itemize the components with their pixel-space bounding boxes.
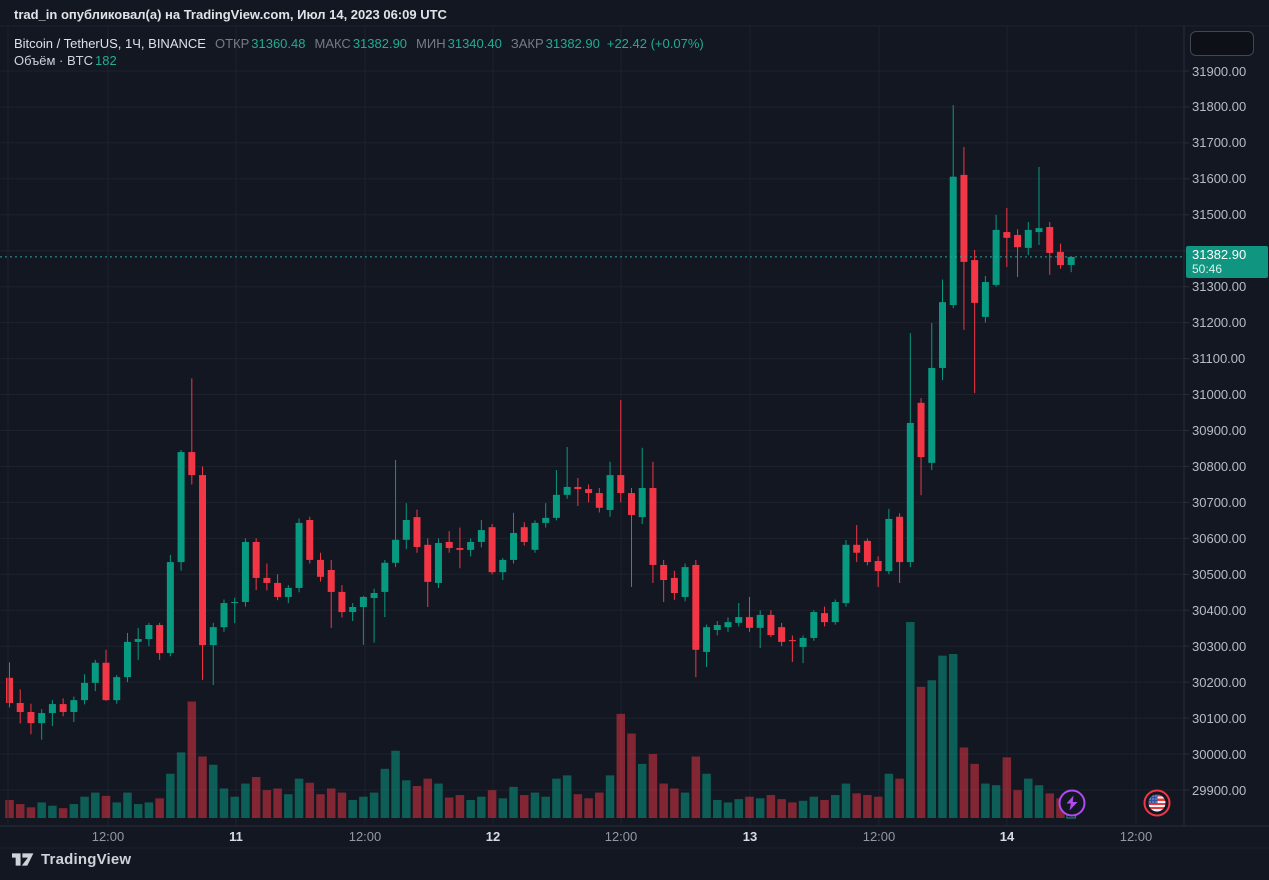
time-axis-label: 12:00 xyxy=(348,829,382,844)
price-axis-label: 31100.00 xyxy=(1192,351,1246,367)
price-axis-label: 30500.00 xyxy=(1192,566,1247,582)
price-axis-label: 30100.00 xyxy=(1192,710,1247,726)
price-axis-label: 30400.00 xyxy=(1192,602,1247,618)
price-axis-label: 30300.00 xyxy=(1192,638,1247,654)
last-price-badge: 31382.90 50:46 xyxy=(1186,246,1268,278)
tradingview-watermark[interactable]: TradingView xyxy=(12,851,131,868)
price-axis-label: 30000.00 xyxy=(1192,746,1247,762)
price-axis-label: 30900.00 xyxy=(1192,423,1247,438)
time-axis-label: 11 xyxy=(229,829,243,844)
time-axis-label: 12:00 xyxy=(91,829,125,844)
last-price-value: 31382.90 xyxy=(1192,247,1247,262)
symbol-title[interactable]: Bitcoin / TetherUS, 1Ч, BINANCE xyxy=(14,36,206,51)
legend-close-value: 31382.90 xyxy=(545,36,600,51)
legend-ohlc-row: Bitcoin / TetherUS, 1Ч, BINANCE ОТКР 31360… xyxy=(14,36,704,52)
time-axis-label: 12:00 xyxy=(604,829,638,844)
legend-volume-row: Объём · BTC 182 xyxy=(14,53,704,69)
toolbar-button[interactable] xyxy=(1190,31,1254,56)
chart-legend: Bitcoin / TetherUS, 1Ч, BINANCE ОТКР 31360… xyxy=(14,36,704,69)
time-axis-label: 12:00 xyxy=(862,829,896,844)
price-axis-label: 31200.00 xyxy=(1192,315,1247,331)
legend-high-value: 31382.90 xyxy=(352,36,408,51)
time-axis-label: 14 xyxy=(999,829,1015,844)
price-axis-label: 31900.00 xyxy=(1192,63,1247,79)
legend-close-label: ЗАКР xyxy=(510,36,544,51)
legend-open-label: ОТКР xyxy=(214,36,250,51)
time-axis-label: 12 xyxy=(485,829,501,844)
time-axis-label: 12:00 xyxy=(1119,829,1153,844)
volume-value: 182 xyxy=(94,53,117,68)
price-axis-label: 31000.00 xyxy=(1192,387,1247,403)
price-axis-label: 30200.00 xyxy=(1192,674,1247,690)
volume-label[interactable]: Объём · BTC xyxy=(14,53,93,68)
price-axis-label: 31600.00 xyxy=(1192,171,1247,187)
price-axis-label: 30700.00 xyxy=(1192,494,1247,510)
bar-countdown: 50:46 xyxy=(1192,262,1223,276)
us-flag-icon xyxy=(1148,794,1166,812)
price-axis-label: 31700.00 xyxy=(1192,135,1247,151)
tradingview-logo-text: TradingView xyxy=(41,851,132,868)
legend-open-value: 31360.48 xyxy=(251,36,306,51)
price-axis-label: 30600.00 xyxy=(1192,530,1247,546)
ideas-stream-marker[interactable] xyxy=(1058,789,1086,817)
price-axis-label: 31800.00 xyxy=(1192,99,1247,115)
legend-low-label: МИН xyxy=(416,36,446,51)
time-axis-label: 13 xyxy=(742,829,758,844)
legend-high-label: МАКС xyxy=(314,36,351,51)
price-axis-label: 31300.00 xyxy=(1192,279,1247,295)
publish-header: trad_in опубликовал(а) на TradingView.co… xyxy=(14,7,447,22)
price-axis-label: 31500.00 xyxy=(1192,207,1247,223)
tradingview-logo-icon xyxy=(12,853,34,866)
lightning-icon xyxy=(1066,795,1078,811)
legend-change-value: +22.42 (+0.07%) xyxy=(606,36,704,51)
legend-low-value: 31340.40 xyxy=(447,36,502,51)
us-economic-event-marker[interactable] xyxy=(1143,789,1171,817)
price-axis-label: 29900.00 xyxy=(1192,782,1247,798)
price-axis-label: 30800.00 xyxy=(1192,458,1247,474)
